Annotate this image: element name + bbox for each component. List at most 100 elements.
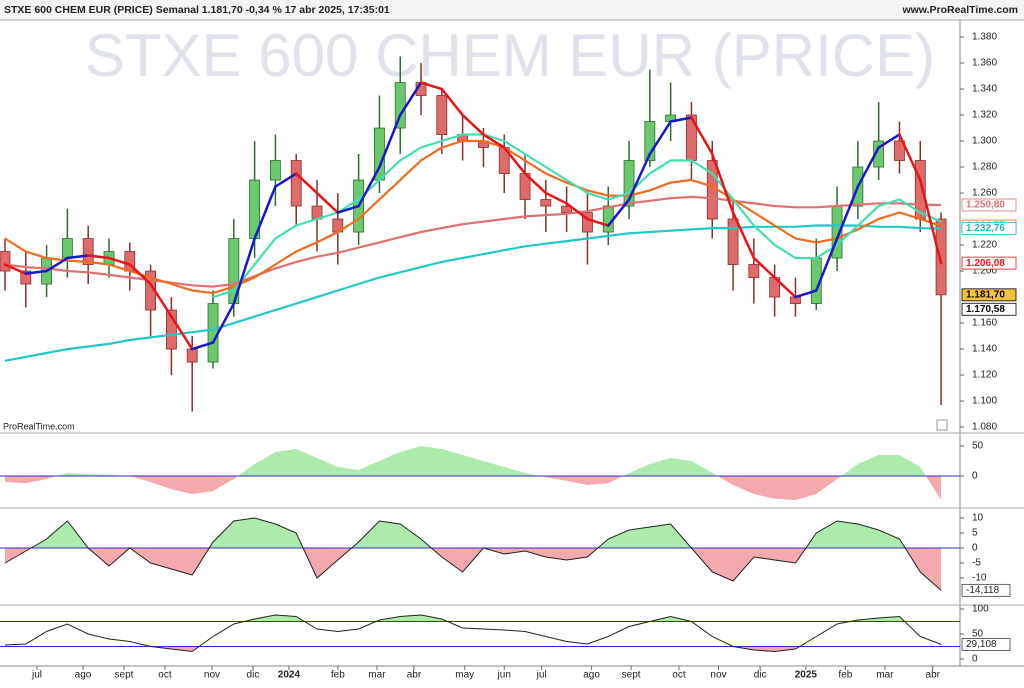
negative-area	[4, 475, 942, 500]
moving-average-segment	[523, 172, 548, 195]
x-tick-label: nov	[710, 670, 726, 681]
x-tick-label: jul	[31, 670, 42, 681]
moving-average-segment	[398, 81, 423, 117]
x-tick-label: dic	[247, 670, 260, 681]
moving-average-segment	[565, 202, 589, 221]
moving-average-segment	[669, 116, 693, 123]
moving-average-segment	[24, 269, 48, 275]
y-tick-label: -10	[972, 573, 987, 584]
moving-average-segment	[232, 237, 256, 305]
info-icon[interactable]	[936, 419, 948, 431]
x-tick-label: sept	[115, 670, 134, 681]
x-tick-label: may	[455, 670, 474, 681]
x-tick-label: sept	[622, 670, 641, 681]
y-tick-label: 50	[972, 629, 984, 640]
moving-average-segment	[606, 198, 631, 227]
moving-average-segment	[773, 276, 797, 299]
y-tick-label: 1.260	[972, 188, 997, 199]
y-tick-label: 10	[972, 513, 984, 524]
x-tick-label: abr	[926, 670, 941, 681]
candle-body	[207, 303, 219, 363]
moving-average-segment	[86, 254, 111, 260]
moving-average	[212, 133, 942, 299]
moving-average-segment	[253, 185, 277, 240]
candle-body	[0, 251, 11, 272]
y-tick-label: 0	[972, 471, 978, 482]
x-tick-label: 2024	[278, 670, 301, 681]
header-site: www.ProRealTime.com	[901, 4, 1018, 16]
moving-average-segment	[835, 185, 860, 240]
moving-average-segment	[45, 256, 69, 273]
x-tick-label: jun	[497, 670, 511, 681]
candle-body	[436, 95, 448, 135]
moving-average-segment	[315, 191, 340, 214]
y-tick-label: 0	[972, 543, 978, 554]
moving-average-segment	[752, 256, 776, 279]
moving-average-segment	[128, 263, 152, 286]
candle-body	[644, 121, 656, 161]
y-tick-label: 1.380	[972, 32, 997, 43]
y-tick-label: 1.140	[972, 344, 997, 355]
y-tick-label: 1.280	[972, 162, 997, 173]
candle-body	[623, 160, 635, 207]
moving-average-segment	[419, 81, 444, 91]
moving-average-segment	[898, 133, 922, 182]
candle-body	[20, 270, 32, 285]
oscillator-line	[4, 517, 942, 591]
moving-average-segment	[586, 217, 610, 227]
price-label: 1.170,58	[966, 304, 1005, 315]
y-tick-label: 1.200	[972, 266, 997, 277]
moving-average	[4, 224, 942, 362]
candle-body	[602, 205, 614, 233]
moving-average-segment	[815, 237, 839, 292]
y-tick-label: 1.340	[972, 84, 997, 95]
source-label: ProRealTime.com	[3, 421, 75, 431]
y-tick-label: -5	[972, 558, 981, 569]
moving-average-segment	[190, 341, 215, 351]
candle-body	[270, 160, 281, 181]
x-tick-label: mar	[876, 670, 894, 681]
price-label-box	[961, 198, 1017, 212]
candle-body	[540, 199, 552, 207]
moving-average-segment	[440, 87, 464, 117]
price-label-box	[961, 302, 1017, 316]
candle-body	[727, 218, 739, 265]
moving-average	[4, 139, 942, 295]
negative-area	[4, 646, 942, 652]
candle-body	[561, 205, 573, 213]
moving-average-segment	[294, 172, 319, 195]
x-tick-label: feb	[838, 670, 852, 681]
candle-body	[582, 212, 593, 233]
price-label: 1.232,76	[966, 223, 1005, 234]
last-value-box	[961, 583, 1011, 597]
x-tick-label: dic	[754, 670, 767, 681]
price-label-box	[961, 288, 1017, 302]
y-tick-label: 1.160	[972, 318, 997, 329]
x-tick-label: 2025	[795, 670, 818, 681]
moving-average-segment	[648, 120, 672, 156]
candle-body	[935, 218, 947, 296]
header-bar	[0, 0, 1024, 20]
x-tick-label: ago	[75, 670, 92, 681]
price-label-box	[961, 222, 1017, 235]
candle-body	[82, 238, 94, 265]
x-tick-label: oct	[158, 670, 172, 681]
last-value-label: -14,118	[966, 585, 1000, 596]
moving-average-segment	[731, 211, 756, 260]
oscillator-line	[4, 614, 942, 653]
x-tick-label: ago	[583, 670, 600, 681]
x-tick-label: abr	[407, 670, 422, 681]
price-label: 1.250,80	[966, 200, 1005, 211]
moving-average-segment	[627, 152, 652, 201]
candle-body	[290, 160, 302, 207]
moving-average-segment	[877, 133, 901, 149]
header-title: STXE 600 CHEM EUR (PRICE) Semanal 1.181,…	[4, 4, 390, 16]
candle-body	[166, 309, 177, 350]
candle-body	[873, 140, 885, 168]
candle-body	[61, 238, 73, 259]
x-tick-label: oct	[672, 670, 686, 681]
price-label: 1.181,70	[966, 289, 1005, 300]
watermark: STXE 600 CHEM EUR (PRICE)	[85, 22, 935, 89]
